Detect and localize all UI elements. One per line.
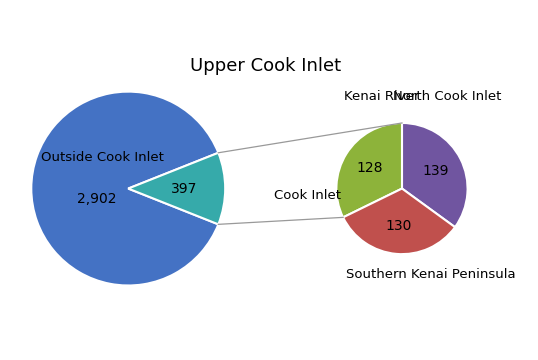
Text: Southern Kenai Peninsula: Southern Kenai Peninsula	[346, 269, 515, 282]
Text: North Cook Inlet: North Cook Inlet	[393, 90, 502, 103]
Wedge shape	[343, 189, 455, 254]
Text: 130: 130	[386, 220, 412, 233]
Text: 397: 397	[171, 181, 197, 195]
Wedge shape	[402, 123, 468, 227]
Wedge shape	[336, 123, 402, 217]
Text: Outside Cook Inlet: Outside Cook Inlet	[41, 151, 164, 164]
Text: Upper Cook Inlet: Upper Cook Inlet	[189, 57, 341, 75]
Text: Kenai River: Kenai River	[344, 90, 420, 103]
Wedge shape	[31, 91, 218, 285]
Text: 139: 139	[423, 164, 449, 178]
Text: Cook Inlet: Cook Inlet	[274, 189, 341, 202]
Text: 2,902: 2,902	[77, 192, 117, 206]
Text: 128: 128	[357, 161, 383, 175]
Wedge shape	[128, 153, 225, 224]
